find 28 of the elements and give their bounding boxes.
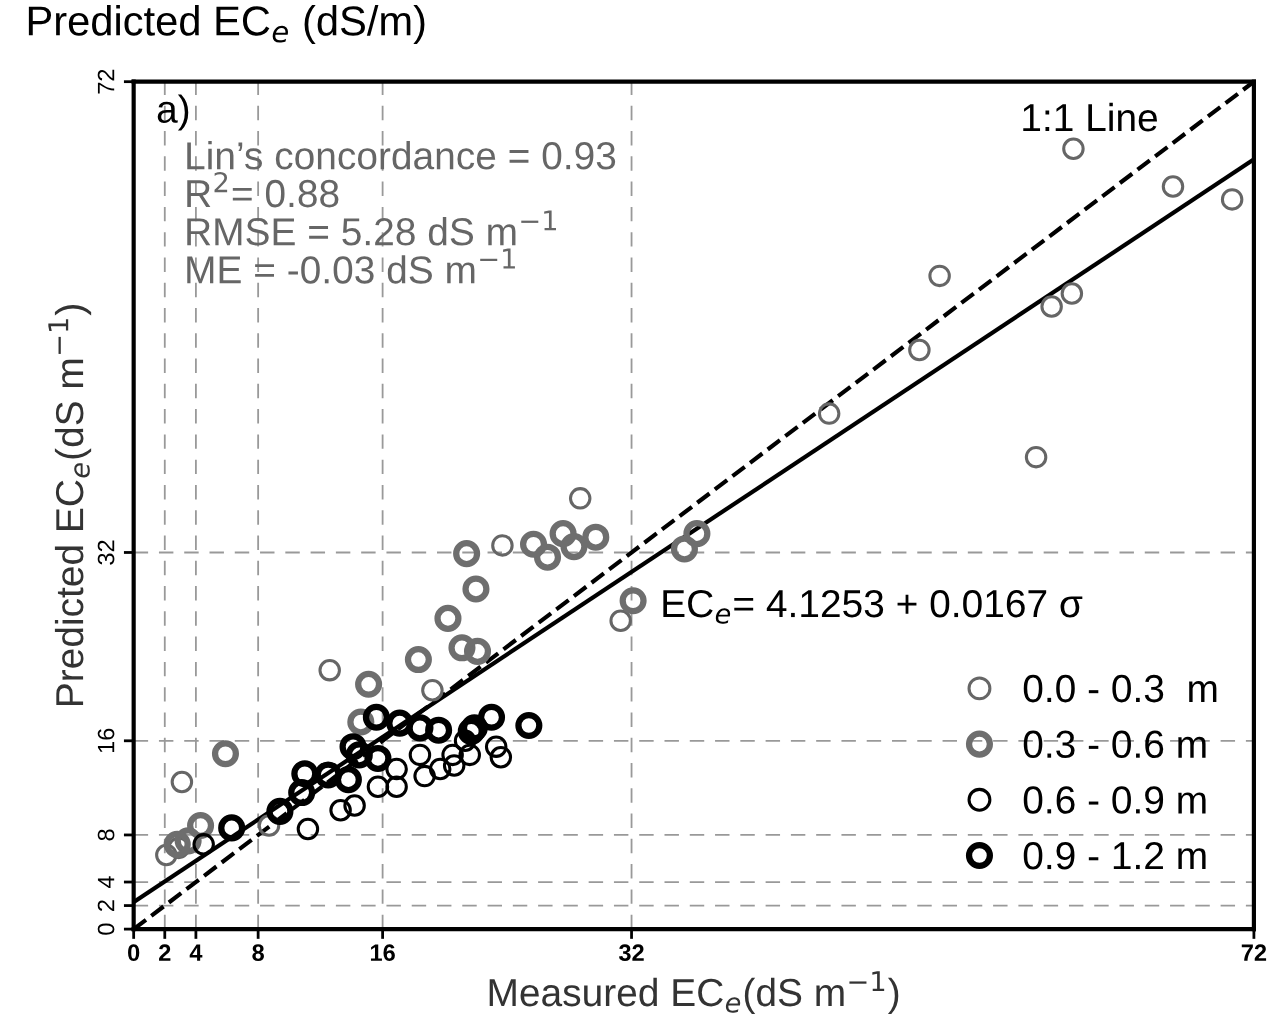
annotation: Lin’s concordance = 0.93 (187, 141, 616, 170)
x-tick-label: 8 (252, 944, 264, 962)
annotation: a) (157, 94, 189, 131)
legend-label: 0.9 - 1.2 m (1023, 841, 1206, 870)
chart-title: Predicted EC$_{e}$ (dS/m) (28, 5, 425, 44)
annotation: EC$_{e}$= 4.1253 + 0.0167 σ (663, 589, 1083, 624)
x-tick-label: 32 (618, 944, 644, 962)
x-axis-title: Measured EC$_{e}$(dS m$^{−1}$) (489, 971, 899, 1015)
x-tick-label: 2 (159, 944, 171, 961)
annotation: R$^{2}$= 0.88 (187, 171, 339, 208)
x-tick-label: 0 (128, 944, 140, 962)
annotation: ME = -0.03 dS m$^{−1}$ (187, 248, 515, 284)
y-tick-label: 72 (97, 69, 115, 94)
y-tick-label: 0 (97, 923, 115, 935)
y-tick-label: 32 (97, 540, 115, 565)
legend-label: 0.0 - 0.3 m (1023, 674, 1217, 703)
x-tick-label: 72 (1241, 944, 1267, 961)
legend-label: 0.6 - 0.9 m (1023, 786, 1206, 814)
y-tick-label: 8 (97, 829, 115, 841)
y-tick-label: 16 (97, 728, 115, 753)
y-tick-label: 4 (97, 876, 115, 889)
legend-label: 0.3 - 0.6 m (1023, 730, 1206, 759)
x-tick-label: 16 (370, 944, 395, 962)
annotation: 1:1 Line (1023, 102, 1157, 132)
annotation: RMSE = 5.28 dS m$^{−1}$ (187, 210, 556, 246)
y-axis-title: Predicted EC$_{e}$(dS m$^{−1}$) (48, 305, 92, 706)
y-tick-label: 2 (97, 900, 115, 911)
x-tick-label: 4 (189, 944, 203, 961)
